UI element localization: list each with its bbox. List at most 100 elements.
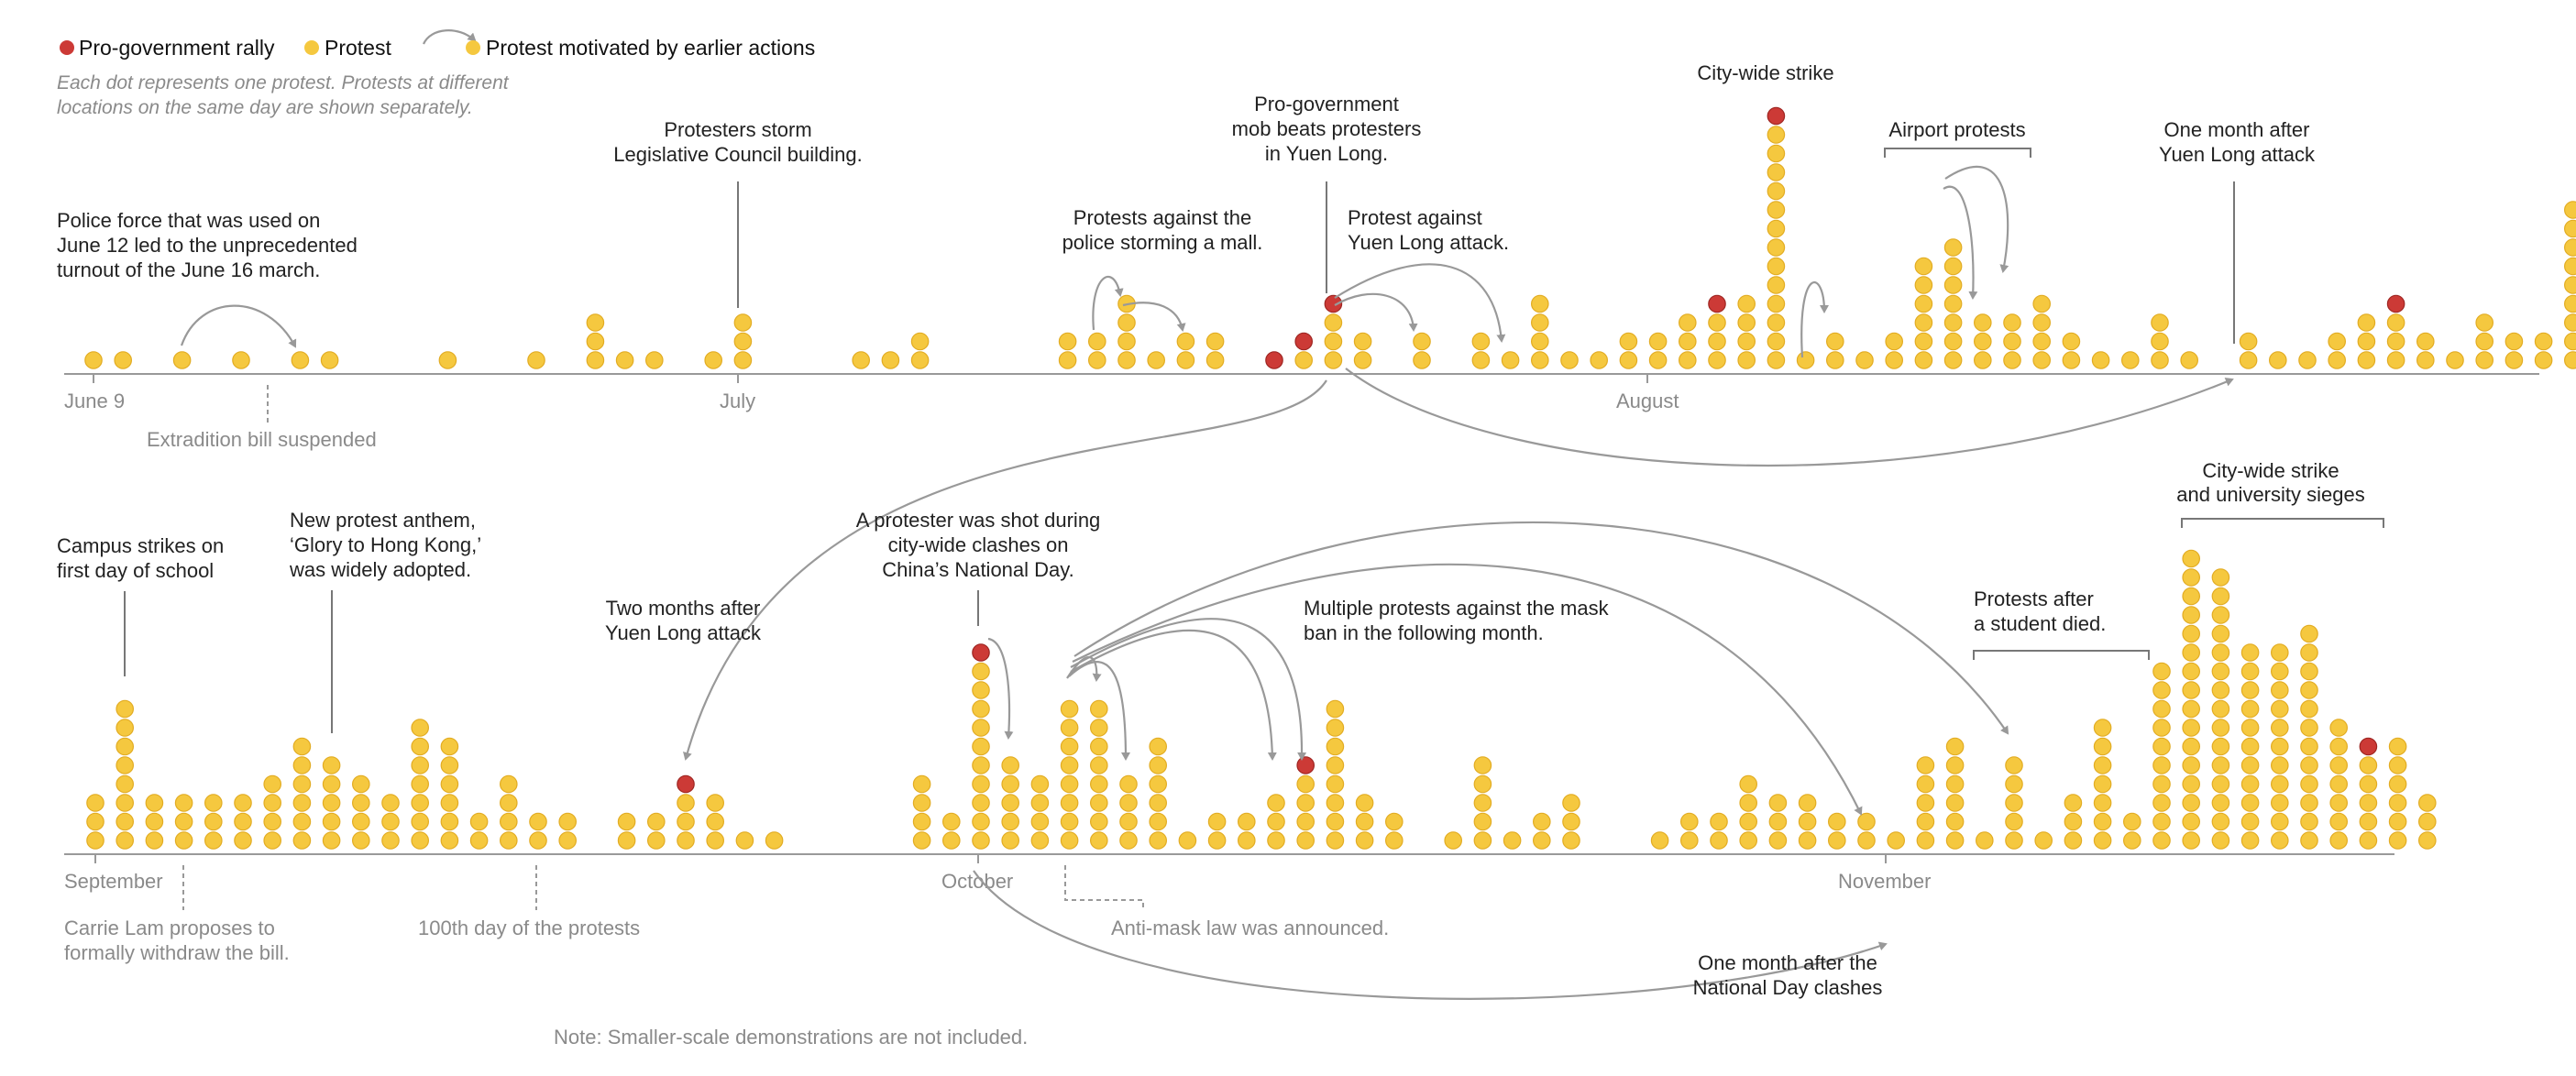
dot-column	[2091, 351, 2110, 369]
protest-dot	[1149, 774, 1167, 794]
protest-dot	[1943, 238, 1963, 257]
bracket-city-strike-nov	[2181, 518, 2384, 528]
protest-dot	[1680, 812, 1699, 831]
annotation-extradition: Extradition bill suspended	[147, 385, 377, 451]
protest-dot	[2064, 831, 2083, 850]
protest-dot	[145, 794, 164, 812]
dot-column	[972, 643, 990, 850]
legend-rally-swatch	[60, 40, 74, 55]
protest-dot	[1238, 831, 1256, 850]
dot-column	[1178, 831, 1197, 850]
rally-dot	[2386, 294, 2405, 313]
dot-column	[1473, 756, 1492, 850]
protest-dot	[1533, 812, 1551, 831]
protest-dot	[1914, 351, 1933, 369]
annotation-city-strike-aug: City-wide strike	[1697, 61, 1834, 358]
protest-dot	[765, 831, 784, 850]
annotation-anthem-line2: ‘Glory to Hong Kong,’	[290, 533, 481, 556]
dot-column	[1119, 774, 1138, 850]
arrow-mall-1	[1092, 275, 1124, 331]
protest-dot	[972, 831, 990, 850]
protest-dot	[1090, 699, 1108, 719]
legend-motivated-swatch	[466, 40, 480, 55]
dot-column	[733, 313, 753, 369]
protest-dot	[263, 812, 281, 831]
dot-column	[1708, 294, 1726, 369]
protest-dot	[292, 794, 312, 812]
bracket-student-died	[1973, 650, 2150, 660]
protest-dot	[1533, 831, 1551, 850]
bottom-tick-label-november: November	[1838, 870, 1931, 893]
dot-column	[2388, 737, 2407, 850]
protest-dot	[1413, 332, 1431, 351]
protest-dot	[2182, 568, 2200, 587]
protest-dot	[1828, 831, 1846, 850]
protest-dot	[2152, 662, 2171, 681]
protest-dot	[2151, 351, 2169, 369]
protest-dot	[234, 831, 252, 850]
dot-column	[2328, 332, 2346, 369]
protest-dot	[2564, 257, 2576, 276]
protest-dot	[322, 774, 341, 794]
protest-dot	[1030, 774, 1050, 794]
protest-dot	[2388, 812, 2407, 831]
dot-column	[529, 812, 547, 850]
dot-column	[2034, 831, 2053, 850]
protest-dot	[881, 351, 900, 369]
protest-dot	[1943, 257, 1963, 276]
protest-dot	[1324, 332, 1343, 351]
legend-protest-label: Protest	[325, 36, 391, 60]
protest-dot	[646, 831, 666, 850]
protest-dot	[1001, 831, 1019, 850]
protest-dot	[2093, 774, 2112, 794]
dot-column	[1471, 332, 1491, 369]
protest-dot	[2152, 831, 2171, 850]
annotation-mask-ban-line1: Multiple protests against the mask	[1304, 597, 1610, 620]
annotation-student-died-line1: Protests after	[1974, 587, 2094, 610]
arrow-mask-1	[1066, 656, 1102, 682]
protest-dot	[1117, 332, 1136, 351]
arrow-airport-2	[1944, 165, 2009, 273]
protest-dot	[2182, 774, 2200, 794]
dot-column	[2062, 332, 2081, 369]
protest-dot	[1149, 737, 1167, 756]
rally-dot	[1324, 294, 1343, 313]
annotation-legco-line1: Protesters storm	[664, 118, 811, 141]
annotation-legco-line2: Legislative Council building.	[613, 143, 863, 166]
protest-dot	[733, 332, 753, 351]
protest-dot	[84, 351, 103, 369]
protest-dot	[2386, 332, 2405, 351]
protest-dot	[1473, 756, 1492, 774]
protest-dot	[2032, 351, 2051, 369]
protest-dot	[1531, 351, 1549, 369]
protest-dot	[1679, 332, 1697, 351]
protest-dot	[116, 719, 134, 737]
dot-column	[234, 794, 252, 850]
dot-column	[1296, 756, 1315, 850]
protest-dot	[586, 351, 605, 369]
protest-dot	[2093, 831, 2112, 850]
bottom-dot-columns	[86, 549, 2437, 850]
protest-dot	[232, 351, 250, 369]
protest-dot	[116, 699, 134, 719]
annotation-carrie-lam-line2: formally withdraw the bill.	[64, 941, 290, 964]
dot-column	[1353, 332, 1372, 369]
protest-dot	[172, 351, 192, 369]
protest-dot	[529, 812, 547, 831]
dot-column	[2005, 756, 2023, 850]
protest-dot	[1767, 351, 1786, 369]
protest-dot	[2005, 756, 2023, 774]
bottom-panel: September October November Campus strike…	[57, 459, 2437, 1000]
protest-dot	[322, 831, 341, 850]
annotation-mall-line2: police storming a mall.	[1062, 231, 1263, 254]
protest-dot	[2564, 332, 2576, 351]
annotation-mask-ban: Multiple protests against the mask ban i…	[1066, 521, 2009, 816]
annotation-yuen-long-mob-line1: Pro-government	[1254, 93, 1399, 115]
protest-dot	[2152, 774, 2171, 794]
protest-dot	[1767, 332, 1786, 351]
protest-dot	[2271, 774, 2289, 794]
protest-dot	[733, 313, 753, 332]
protest-dot	[204, 794, 223, 812]
protest-dot	[86, 831, 105, 850]
protest-dot	[1117, 313, 1136, 332]
